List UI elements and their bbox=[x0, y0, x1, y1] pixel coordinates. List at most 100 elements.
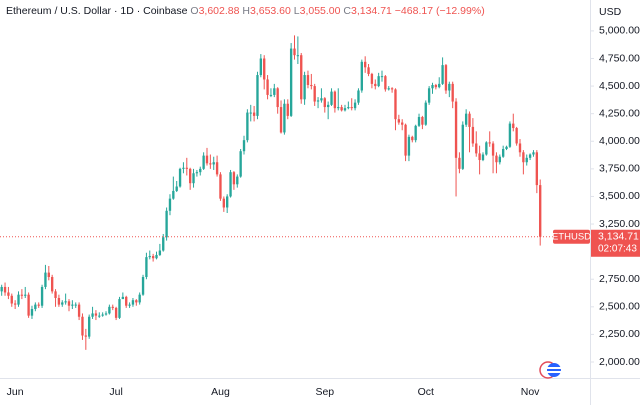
candle-body bbox=[471, 126, 475, 144]
candle-body bbox=[47, 272, 50, 278]
plot-area bbox=[0, 35, 542, 350]
candle-body bbox=[343, 108, 347, 111]
candle-body bbox=[448, 83, 451, 91]
candle-body bbox=[67, 301, 71, 306]
price-tag-price: 3,134.71 bbox=[598, 231, 639, 243]
candle-body bbox=[246, 112, 249, 141]
candle-body bbox=[491, 143, 495, 156]
candle-body bbox=[353, 102, 357, 109]
candle-body bbox=[125, 296, 128, 306]
candle-body bbox=[417, 116, 421, 126]
candle-body bbox=[50, 277, 54, 292]
candle-body bbox=[54, 291, 57, 298]
price-tag-box bbox=[591, 229, 640, 257]
candle-body bbox=[407, 136, 411, 156]
x-tick-label: Oct bbox=[418, 386, 434, 398]
candle-body bbox=[40, 286, 44, 306]
candle-body bbox=[158, 250, 162, 255]
candle-body bbox=[175, 186, 178, 191]
candle-body bbox=[57, 297, 61, 305]
candle-body bbox=[293, 48, 296, 56]
candle-body bbox=[84, 335, 88, 337]
candle-body bbox=[34, 304, 37, 310]
candle-body bbox=[10, 295, 13, 304]
low: 3,055.00 bbox=[300, 5, 341, 17]
candle-body bbox=[380, 76, 384, 78]
x-tick-label: Jun bbox=[7, 386, 24, 398]
candle-body bbox=[148, 256, 151, 258]
y-tick-label: 4,000.00 bbox=[599, 135, 640, 147]
candle-body bbox=[468, 113, 471, 127]
candle-body bbox=[205, 155, 209, 164]
candle-body bbox=[512, 123, 515, 129]
candle-body bbox=[522, 152, 525, 163]
candle-body bbox=[337, 107, 340, 109]
candle-body bbox=[340, 107, 343, 111]
candle-body bbox=[501, 148, 505, 157]
candle-body bbox=[360, 61, 363, 91]
x-tick-label: Aug bbox=[211, 386, 230, 398]
candle-body bbox=[431, 84, 434, 89]
y-tick-label: 3,500.00 bbox=[599, 190, 640, 202]
candle-body bbox=[323, 98, 326, 108]
candle-body bbox=[269, 94, 273, 96]
y-tick-label: 2,500.00 bbox=[599, 301, 640, 313]
close-key: C bbox=[343, 5, 351, 17]
candle-body bbox=[108, 306, 111, 314]
candle-body bbox=[454, 101, 458, 158]
y-tick-label: 2,000.00 bbox=[599, 356, 640, 368]
candle-body bbox=[306, 75, 310, 85]
candle-body bbox=[300, 55, 303, 100]
candle-body bbox=[138, 294, 141, 303]
y-tick-label: 2,750.00 bbox=[599, 273, 640, 285]
candle-body bbox=[212, 162, 215, 165]
candle-body bbox=[0, 286, 3, 292]
candle-body bbox=[333, 91, 337, 109]
candle-body bbox=[88, 316, 91, 337]
candle-body bbox=[478, 153, 481, 161]
candle-body bbox=[461, 124, 464, 169]
header: Ethereum / U.S. Dollar · 1D · Coinbase O… bbox=[6, 5, 485, 17]
candle-body bbox=[24, 294, 27, 296]
close: 3,134.71 bbox=[351, 5, 392, 17]
high: 3,653.60 bbox=[250, 5, 291, 17]
x-tick-label: Sep bbox=[315, 386, 334, 398]
candle-body bbox=[239, 151, 242, 177]
candle-body bbox=[377, 76, 380, 87]
candle-body bbox=[286, 103, 289, 116]
candle-body bbox=[387, 88, 390, 90]
candle-body bbox=[411, 136, 414, 141]
change: −468.17 (−12.99%) bbox=[395, 5, 485, 17]
candle-body bbox=[279, 107, 283, 133]
candle-body bbox=[162, 237, 165, 251]
candle-body bbox=[44, 272, 47, 287]
candle-body bbox=[464, 113, 468, 125]
candle-body bbox=[266, 79, 269, 95]
y-tick-label: 4,500.00 bbox=[599, 80, 640, 92]
candle-body bbox=[151, 256, 155, 259]
candle-body bbox=[114, 307, 118, 318]
candle-body bbox=[518, 143, 522, 153]
candle-body bbox=[141, 277, 145, 295]
candle-body bbox=[303, 75, 306, 100]
candle-body bbox=[438, 83, 441, 88]
candle-body bbox=[498, 156, 501, 163]
candle-body bbox=[367, 67, 370, 74]
candle-body bbox=[145, 257, 148, 278]
candle-body bbox=[77, 304, 81, 317]
y-tick-label: 3,250.00 bbox=[599, 218, 640, 230]
candle-body bbox=[168, 198, 172, 211]
candle-body bbox=[326, 104, 330, 108]
candle-body bbox=[165, 210, 168, 238]
candle-body bbox=[485, 142, 488, 155]
candle-body bbox=[401, 122, 404, 125]
candle-body bbox=[13, 303, 17, 305]
candle-body bbox=[539, 185, 542, 237]
candle-body bbox=[202, 155, 205, 169]
price-tag-symbol: ETHUSD bbox=[552, 231, 591, 242]
candle-body bbox=[505, 146, 508, 149]
candle-body bbox=[508, 123, 512, 147]
candle-body bbox=[528, 154, 532, 158]
candle-body bbox=[488, 142, 491, 144]
candle-body bbox=[64, 301, 67, 303]
